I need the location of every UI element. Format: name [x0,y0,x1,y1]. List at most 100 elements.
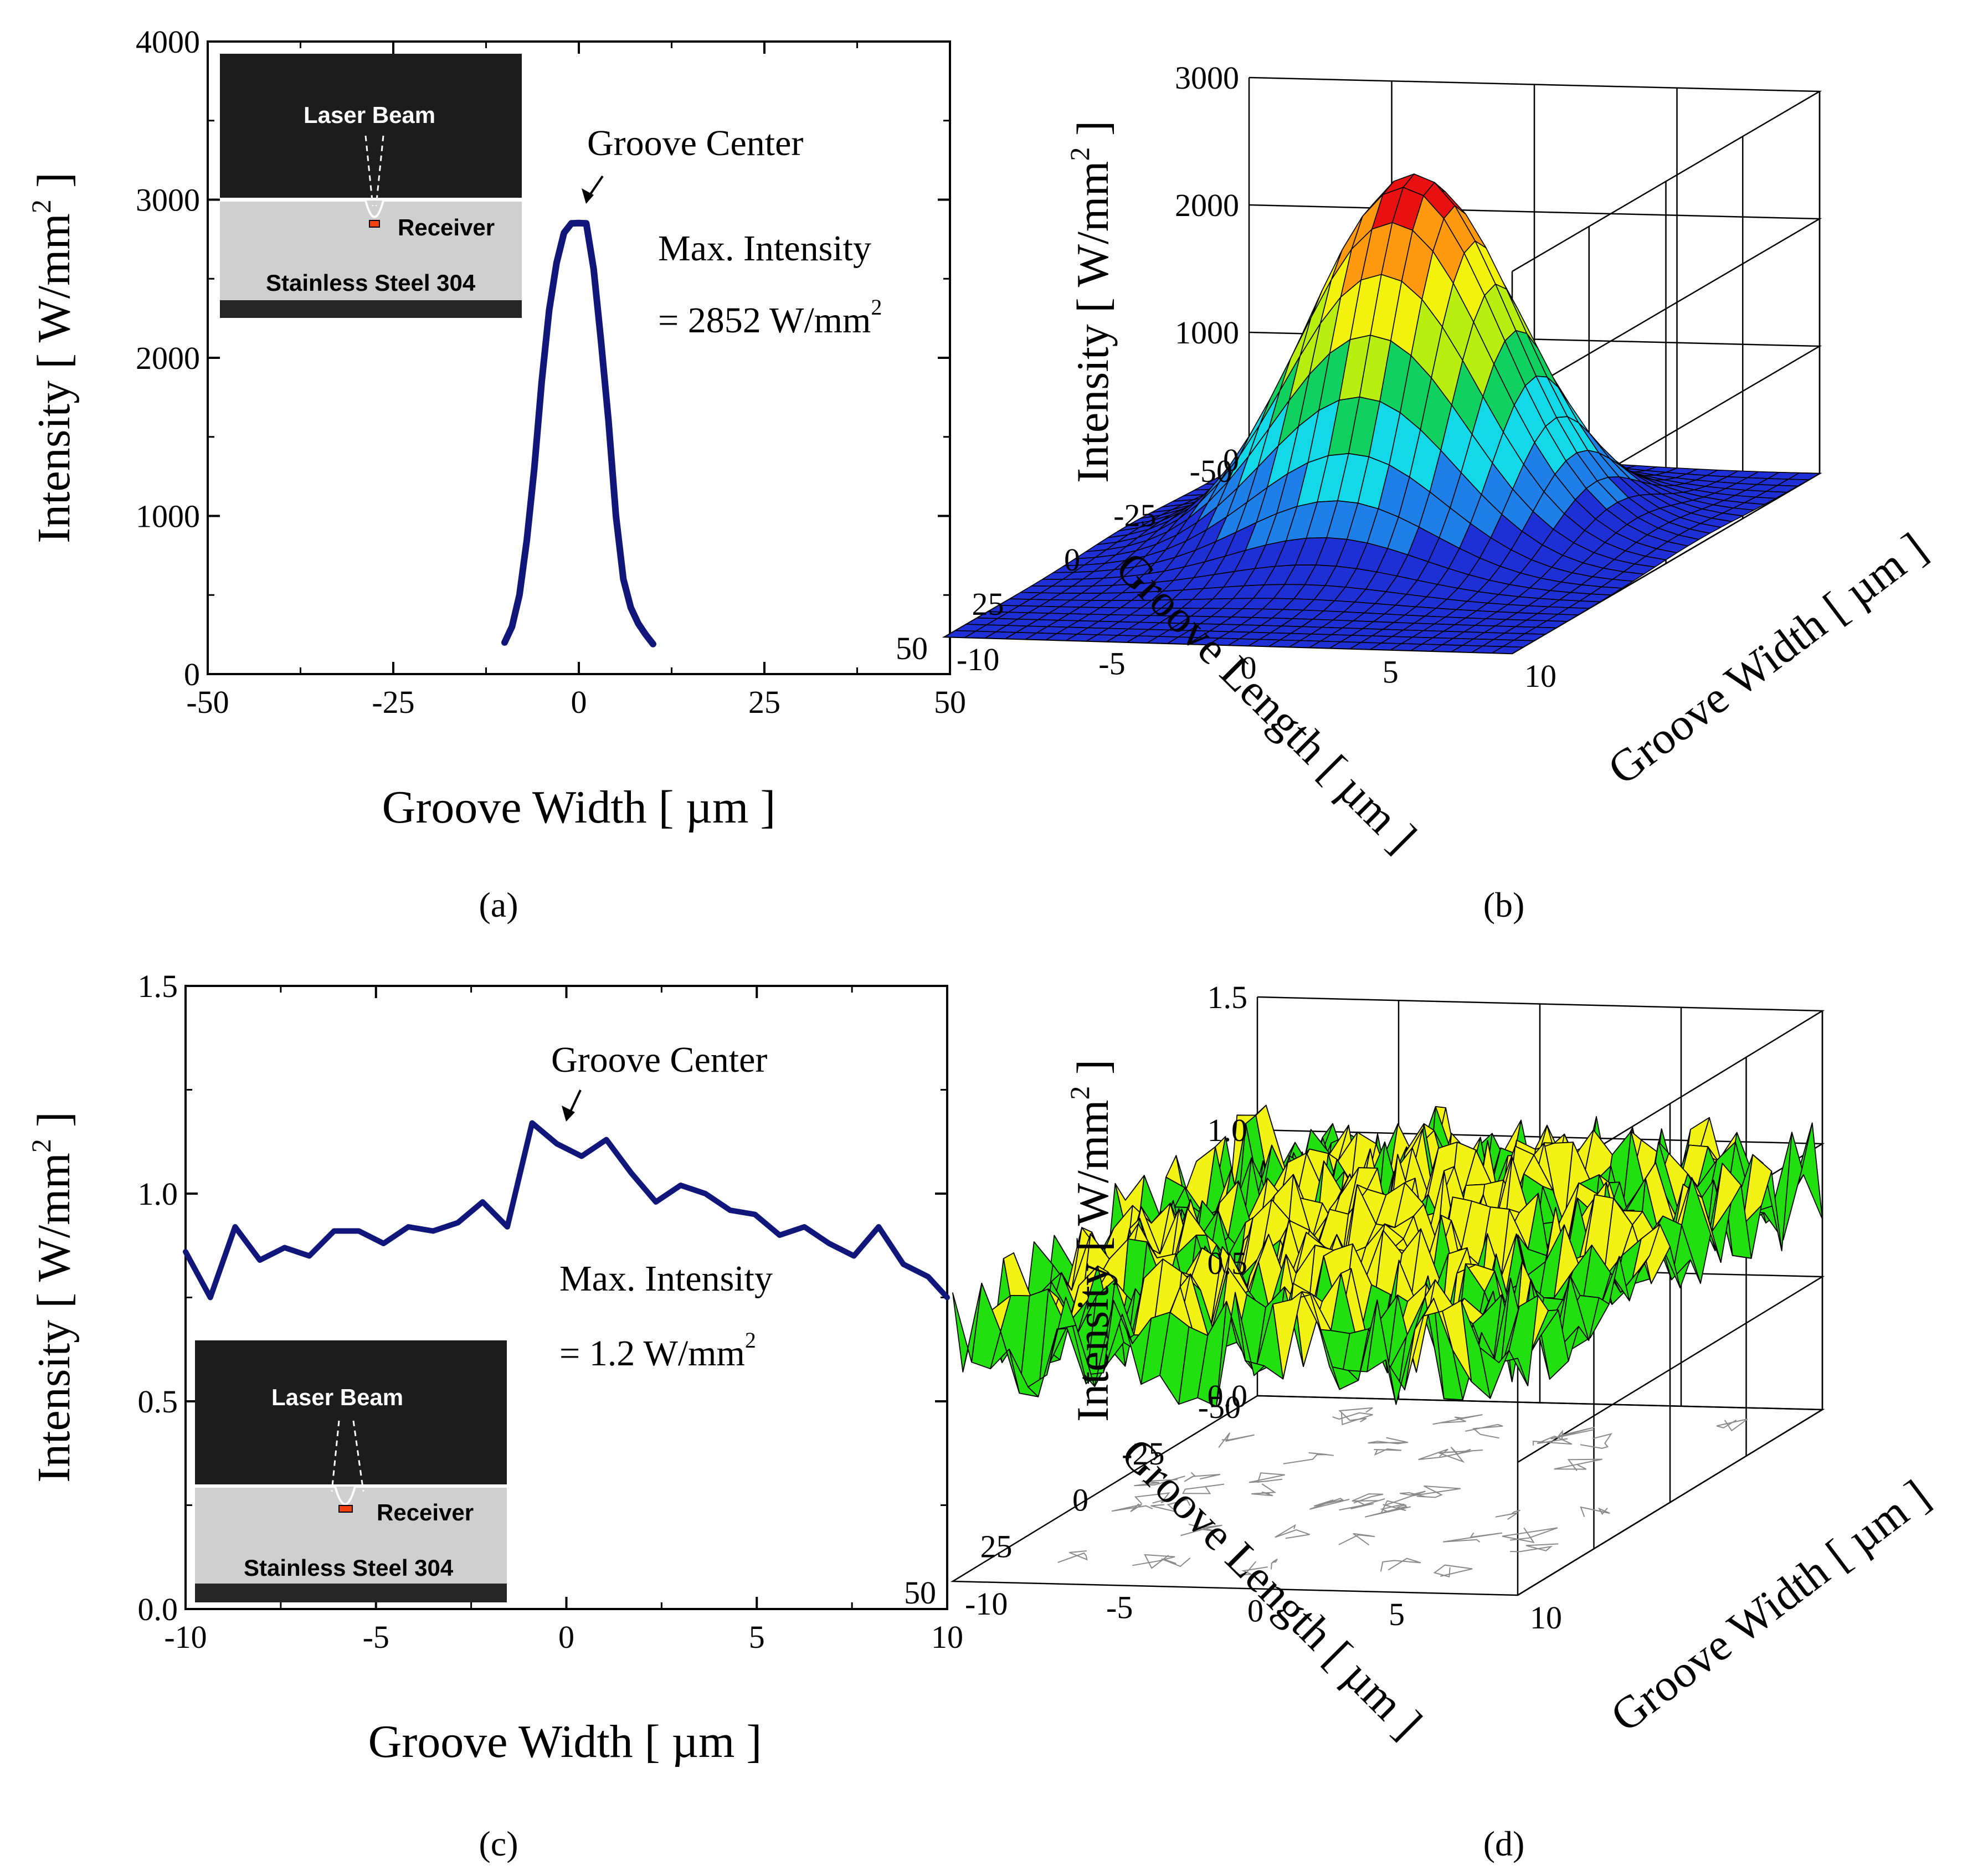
contour-line [1550,1426,1595,1441]
contour-line [1554,1458,1602,1472]
x-tick-label: 5 [749,1619,765,1655]
z-tick-label: 3000 [1175,60,1239,96]
y-tick-label: 0 [184,656,200,692]
inset-background [195,1340,507,1484]
length-tick-label: 0 [1064,542,1080,578]
contour-line [1502,1527,1558,1544]
y-tick-label: 1.0 [138,1176,178,1212]
length-tick-label: 25 [980,1528,1013,1564]
y-tick-label: 0.5 [138,1384,178,1420]
contour-line [1309,1498,1350,1510]
contour-line [1338,1533,1375,1546]
width-tick-label: 10 [1530,1600,1562,1636]
width-tick-label: -5 [1106,1589,1133,1625]
inset-surface-line [195,1486,507,1506]
length-tick-label: -25 [1113,497,1156,533]
x-tick-label: -25 [372,684,414,720]
contour-line [1271,1559,1278,1570]
contour-line [1218,1432,1255,1448]
x-tick-label: 0 [558,1619,574,1655]
panel-c-inset: Laser Beam Receiver Stainless Steel 304 [195,1340,507,1602]
panel-c-arrowhead [562,1106,575,1122]
panel-d-zlabel: Intensity [ W/mm2 ] [1064,1060,1118,1422]
contour-line [1418,1448,1472,1461]
contour-line [1352,1493,1384,1504]
z-tick-label: 0 [1223,442,1239,478]
panel-d-surface [952,1104,1823,1407]
panel-c: -10 -5 0 5 10 0.0 0.5 1.0 1.5 Laser Beam Receive… [25,968,963,1863]
contour-line [1249,1472,1285,1483]
panel-c-series-line [183,1120,950,1301]
contour-line [1339,1498,1385,1511]
length-tick-label: 0 [1072,1482,1088,1518]
panel-a-annotation-center: Groove Center [587,123,803,163]
y-tick-label: 1.5 [138,968,178,1004]
inset-floor [220,300,522,318]
inset-material-label: Stainless Steel 304 [244,1555,454,1581]
panel-a-arrowhead [582,188,594,204]
contour-line [1132,1554,1175,1569]
contour-line [1380,1558,1421,1572]
x-tick-label: 0 [571,684,587,720]
contour-line [1368,1437,1409,1445]
contour-line [1432,1414,1483,1425]
contour-line [1275,1524,1310,1539]
inset-material-label: Stainless Steel 304 [266,270,476,296]
z-tick-label: 1.5 [1208,979,1248,1015]
contour-line [1442,1532,1503,1543]
width-tick-label: 0 [1241,650,1257,686]
panel-c-caption: (c) [479,1824,518,1863]
x-tick-label: -50 [186,684,229,720]
contour-line [1338,1407,1373,1422]
width-tick-label: 5 [1389,1596,1405,1632]
panel-a-series-line [501,219,656,647]
panel-c-ylabel: Intensity [ W/mm2 ] [25,1112,80,1483]
inset-receiver-label: Receiver [398,214,495,240]
panel-a-frame [207,40,951,675]
contour-line [1111,1503,1153,1513]
contour-line [1181,1483,1225,1494]
width-tick-label: 10 [1524,658,1556,694]
contour-line [1180,1524,1222,1536]
panel-c-ticks: -10 -5 0 5 10 0.0 0.5 1.0 1.5 [138,968,964,1655]
inset-receiver-label: Receiver [377,1499,474,1525]
contour-line [1238,1561,1268,1576]
panel-a-ylabel: Intensity [ W/mm2 ] [25,172,80,543]
contour-line [1057,1550,1088,1563]
inset-beam-left [364,135,374,207]
contour-line [1580,1433,1612,1449]
panel-b-surface [944,173,1820,654]
contour-line [1380,1500,1407,1513]
panel-c-annotation-max-2: = 1.2 W/mm2 [559,1328,756,1374]
x-tick-label: 25 [748,684,780,720]
contour-line [1580,1506,1610,1517]
inset-beam-label: Laser Beam [304,102,435,128]
panel-c-xlabel: Groove Width [ µm ] [368,1716,762,1767]
contour-line [1364,1503,1411,1518]
y-tick-label: 0.0 [138,1591,178,1627]
contour-line [1412,1485,1461,1498]
contour-line [1374,1448,1402,1456]
y-tick-label: 2000 [136,340,200,376]
z-tick-label: 0.0 [1208,1378,1248,1414]
width-tick-label: 5 [1383,654,1399,690]
z-tick-label: 1.0 [1208,1112,1248,1148]
z-tick-label: 2000 [1175,187,1239,223]
inset-steel [195,1487,507,1584]
panel-a-inset: Laser Beam Receiver Stainless Steel 304 [220,54,522,318]
contour-line [1134,1476,1185,1487]
contour-line [1433,1564,1473,1578]
panel-c-annotation-max-1: Max. Intensity [559,1258,773,1299]
inset-background [220,54,522,198]
inset-steel [220,201,522,300]
panel-d-caption: (d) [1483,1824,1525,1863]
inset-surface-line [220,199,522,219]
inset-beam-right [352,1420,364,1492]
z-tick-label: 1000 [1175,315,1239,351]
surface-facet [952,1282,983,1373]
contour-line [1386,1490,1426,1505]
